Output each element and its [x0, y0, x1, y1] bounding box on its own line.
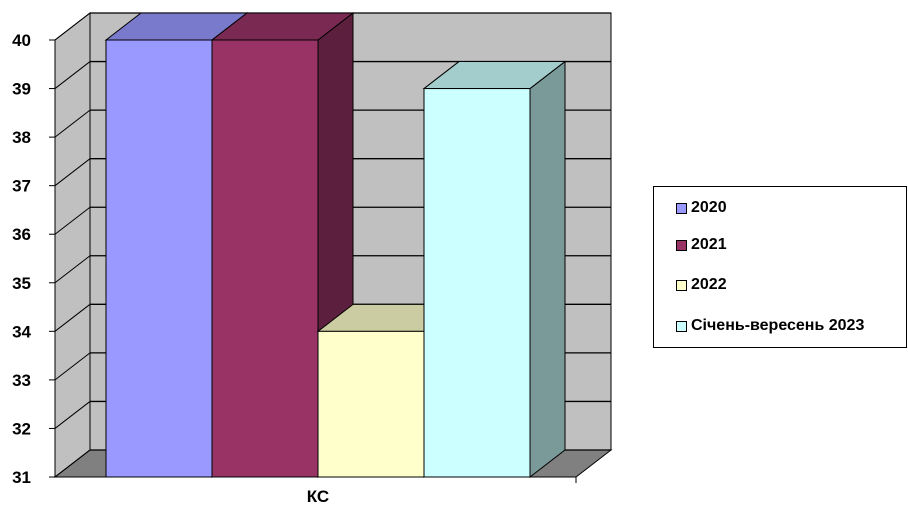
y-tick-label: 37 [12, 177, 31, 196]
gridline-side [54, 449, 91, 478]
y-tick-label: 38 [12, 128, 31, 147]
y-tick-labels: 31 32 33 34 35 36 37 38 39 40 [12, 31, 31, 487]
legend-item: 2020 [676, 199, 727, 217]
legend-swatch [676, 239, 687, 251]
y-tick-label: 34 [12, 322, 31, 341]
gridline-side [54, 12, 91, 41]
gridline-side [54, 303, 91, 332]
legend-swatch [676, 202, 687, 214]
bar-front-face [317, 330, 425, 478]
y-tick-label: 39 [12, 80, 31, 99]
legend-label: 2021 [691, 236, 727, 253]
gridline-side [54, 109, 91, 138]
gridline-side [54, 206, 91, 235]
bar-side-face [529, 60, 566, 479]
legend-swatch [676, 279, 687, 291]
y-tick-label: 32 [12, 419, 31, 438]
legend-item: 2022 [676, 276, 727, 294]
y-tick-label: 36 [12, 225, 31, 244]
y-tick-label: 33 [12, 371, 31, 390]
legend-swatch [676, 320, 687, 332]
legend-label: Січень-вересень 2023 [691, 317, 865, 334]
x-category-label: КС [307, 487, 329, 506]
side-wall [54, 11, 91, 479]
gridline-side [54, 61, 91, 89]
legend: 2020 2021 2022 Січень-вересень 2023 [653, 186, 907, 348]
bar-front-face [105, 39, 213, 478]
bar-front-face [423, 88, 531, 478]
y-tick-label: 40 [12, 31, 31, 50]
gridline-side [54, 158, 91, 187]
y-tick-label: 31 [12, 468, 31, 487]
legend-label: 2020 [691, 199, 727, 216]
legend-item: Січень-вересень 2023 [676, 317, 864, 335]
legend-item: 2021 [676, 236, 727, 254]
gridline-side [54, 255, 91, 284]
bars [104, 11, 567, 479]
bar-січень-вересень-2023 [422, 60, 567, 479]
bar-front-face [211, 39, 319, 478]
gridline-side [54, 352, 91, 381]
gridline-side [54, 401, 91, 429]
y-tick-label: 35 [12, 274, 31, 293]
x-category-labels: КС [307, 487, 329, 506]
legend-label: 2022 [691, 276, 727, 293]
